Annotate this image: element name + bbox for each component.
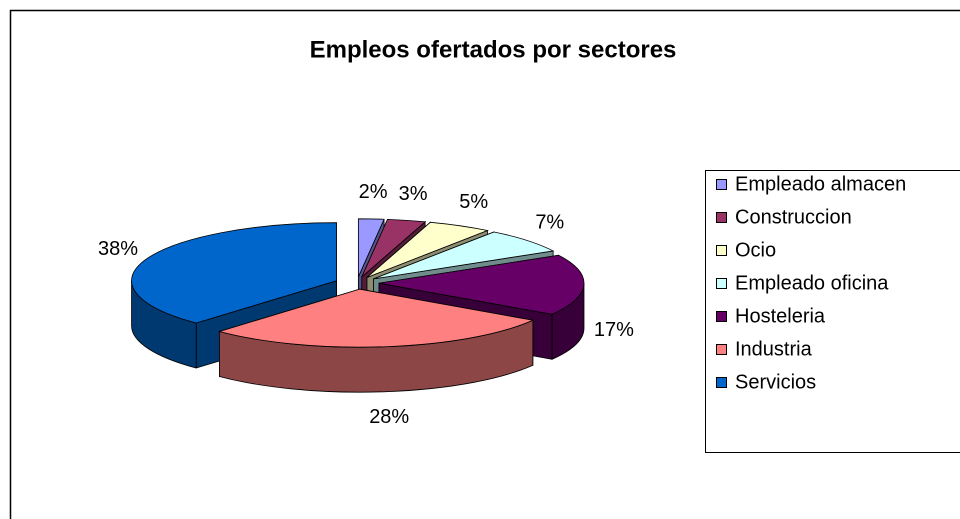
legend-swatch	[716, 179, 727, 190]
data-label: 38%	[98, 238, 138, 260]
legend-label: Ocio	[735, 239, 776, 261]
slice	[217, 288, 535, 348]
legend-label: Empleado oficina	[735, 272, 889, 294]
slice	[378, 254, 585, 315]
data-label: 28%	[369, 406, 409, 428]
legend-label: Servicios	[735, 371, 816, 393]
slice	[366, 221, 489, 278]
data-label: 17%	[594, 319, 634, 341]
data-label: 5%	[459, 191, 488, 213]
legend-label: Construccion	[735, 206, 852, 228]
legend-swatch	[716, 311, 727, 322]
slice	[373, 231, 555, 280]
legend-swatch	[716, 344, 727, 355]
legend-swatch	[716, 377, 727, 388]
slice	[131, 222, 337, 324]
legend-label: Hosteleria	[735, 305, 826, 327]
chart-title: Empleos ofertados por sectores	[310, 36, 677, 63]
data-label: 3%	[399, 183, 428, 205]
data-label: 7%	[535, 212, 564, 234]
data-label: 2%	[359, 181, 388, 203]
slice	[361, 218, 427, 278]
legend-swatch	[716, 245, 727, 256]
legend-box	[705, 170, 960, 453]
legend-swatch	[716, 212, 727, 223]
legend-label: Industria	[735, 338, 813, 360]
legend-label: Empleado almacen	[735, 173, 906, 195]
legend-swatch	[716, 278, 727, 289]
slice	[357, 218, 385, 277]
